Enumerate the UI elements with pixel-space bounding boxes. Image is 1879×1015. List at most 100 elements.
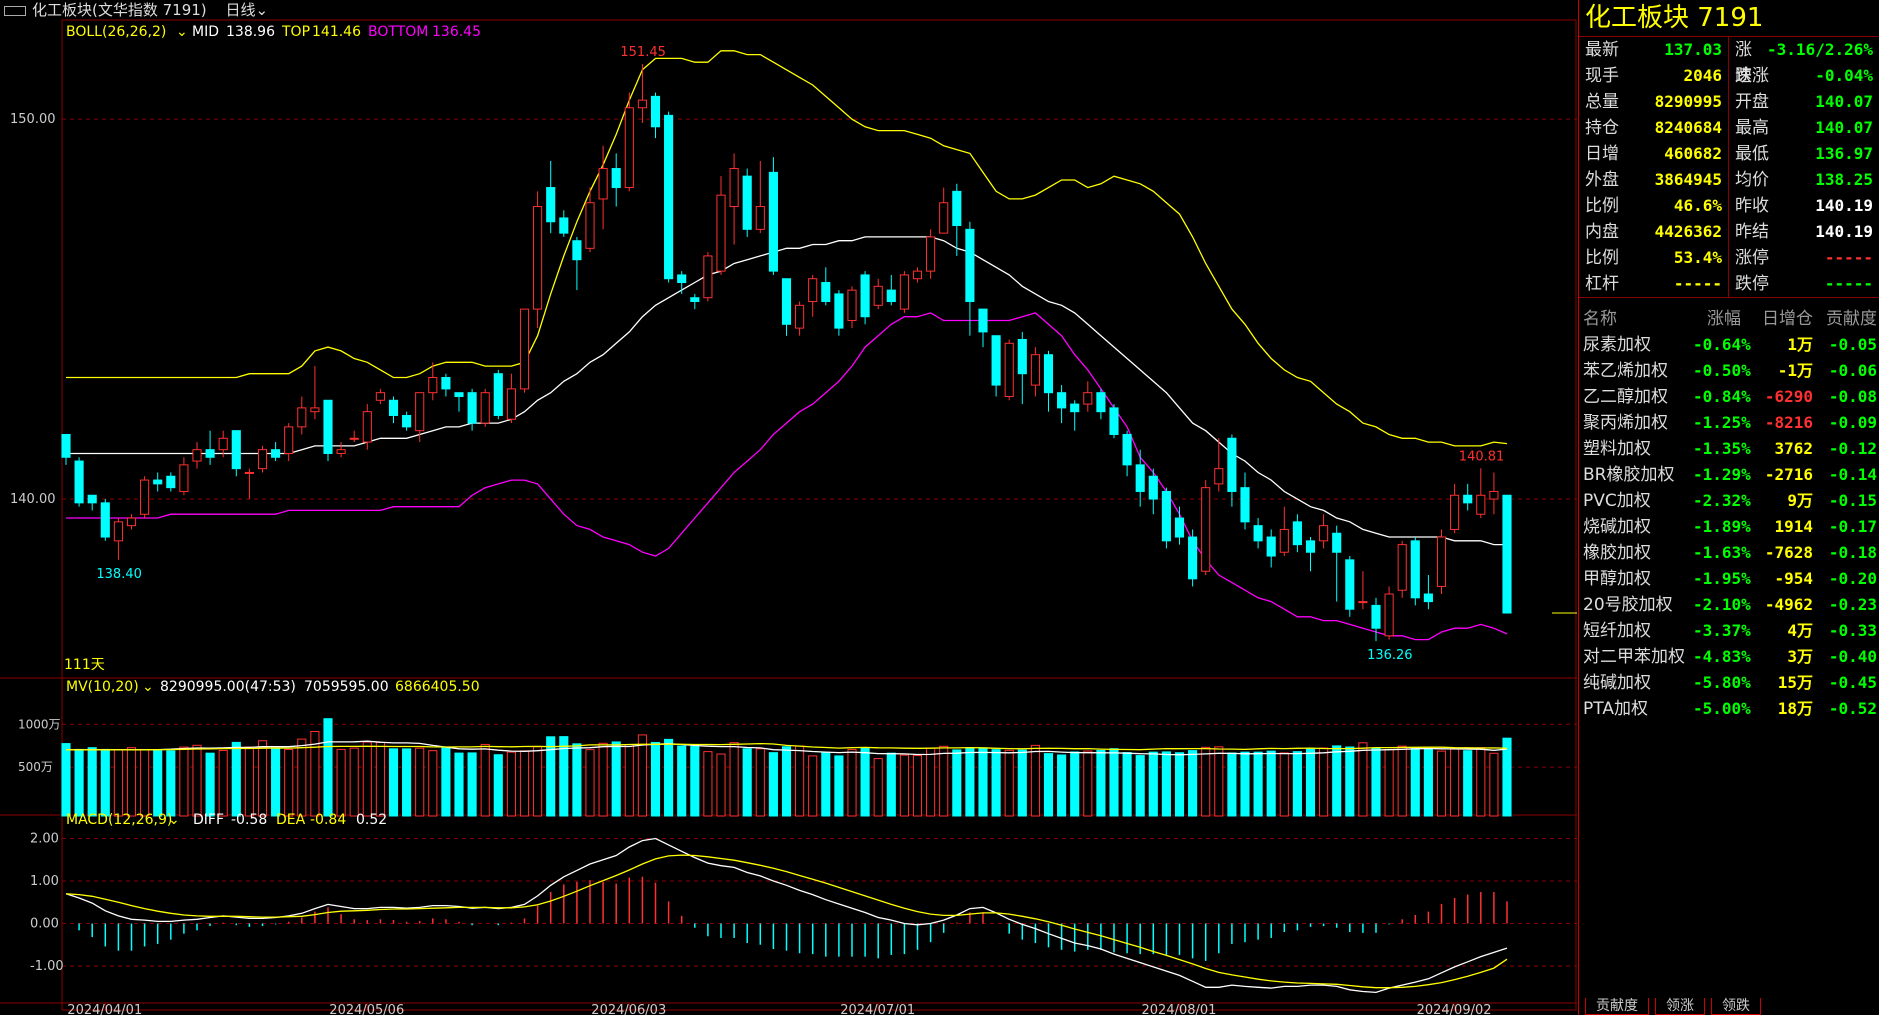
candle-body bbox=[519, 308, 530, 390]
table-row[interactable]: 橡胶加权 -1.63% -7628 -0.18 bbox=[1579, 540, 1879, 566]
candle-body bbox=[1201, 487, 1211, 572]
column-header[interactable]: 名称 bbox=[1583, 309, 1617, 329]
table-row[interactable]: 聚丙烯加权 -1.25% -8216 -0.09 bbox=[1579, 410, 1879, 436]
candle-body bbox=[375, 392, 385, 401]
quote-item: 跌停 ----- bbox=[1729, 271, 1879, 297]
candle-body bbox=[572, 240, 582, 261]
macd-dea-value: -0.84 bbox=[310, 812, 346, 828]
volume-bar bbox=[362, 741, 372, 817]
table-cell: -2.10% bbox=[1693, 595, 1751, 614]
candle-body bbox=[244, 471, 254, 474]
volume-bar bbox=[493, 754, 503, 817]
candle-body bbox=[1135, 464, 1145, 492]
candle-body bbox=[126, 517, 137, 527]
candle-body bbox=[978, 308, 988, 333]
table-row[interactable]: 短纤加权 -3.37% 4万 -0.33 bbox=[1579, 618, 1879, 644]
table-row[interactable]: 甲醇加权 -1.95% -954 -0.20 bbox=[1579, 566, 1879, 592]
period-selector[interactable]: 日线⌄ bbox=[225, 1, 268, 19]
table-row[interactable]: 尿素加权 -0.64% 1万 -0.05 bbox=[1579, 332, 1879, 358]
column-header[interactable]: 日增仓 bbox=[1762, 309, 1813, 329]
quote-value: 140.19 bbox=[1815, 222, 1873, 241]
candle-body bbox=[1057, 392, 1067, 409]
table-cell: -0.05 bbox=[1828, 335, 1877, 354]
tab[interactable]: 领跌 bbox=[1711, 998, 1761, 1015]
table-cell: -0.23 bbox=[1828, 595, 1877, 614]
table-cell: 乙二醇加权 bbox=[1583, 387, 1668, 407]
tab[interactable]: 领涨 bbox=[1655, 998, 1705, 1015]
table-cell: -6290 bbox=[1764, 387, 1813, 406]
table-cell: -2.32% bbox=[1693, 491, 1751, 510]
quote-value: 2046 bbox=[1683, 66, 1722, 85]
table-cell: 甲醇加权 bbox=[1583, 569, 1651, 589]
candle-body bbox=[192, 449, 202, 462]
quote-value: 4426362 bbox=[1654, 222, 1722, 241]
volume-bar bbox=[323, 718, 333, 817]
macd-diff-label: DIFF bbox=[193, 812, 224, 828]
quote-label: 涨停 bbox=[1735, 248, 1769, 268]
quote-item: 昨结 140.19 bbox=[1729, 219, 1879, 245]
table-cell: 对二甲苯加权 bbox=[1583, 647, 1685, 667]
table-row[interactable]: 苯乙烯加权 -0.50% -1万 -0.06 bbox=[1579, 358, 1879, 384]
days-label: 111天 bbox=[64, 657, 105, 673]
volume-bar bbox=[336, 748, 346, 817]
tab[interactable]: 贡献度 bbox=[1585, 998, 1649, 1015]
volume-bar bbox=[467, 752, 477, 817]
volume-bar bbox=[271, 748, 281, 817]
mv10-value: 7059595.00 bbox=[304, 679, 389, 695]
volume-bar bbox=[546, 736, 556, 817]
table-cell: 苯乙烯加权 bbox=[1583, 361, 1668, 381]
volume-bar bbox=[742, 748, 752, 817]
table-cell: -2716 bbox=[1764, 465, 1813, 484]
sector-table-header[interactable]: 名称 涨幅 日增仓 贡献度 bbox=[1579, 306, 1879, 332]
x-tick-label: 2024/05/06 bbox=[329, 1003, 404, 1015]
candle-body bbox=[323, 399, 333, 454]
quote-item: 均价 138.25 bbox=[1729, 167, 1879, 193]
candle-body bbox=[939, 202, 949, 234]
candle-body bbox=[847, 289, 857, 322]
window-icon[interactable] bbox=[4, 5, 26, 16]
volume-bar bbox=[257, 740, 268, 817]
volume-tick-label: 1000万 bbox=[18, 717, 61, 731]
candle-body bbox=[493, 373, 503, 416]
quote-value: 8290995 bbox=[1654, 92, 1722, 111]
table-row[interactable]: 20号胶加权 -2.10% -4962 -0.23 bbox=[1579, 592, 1879, 618]
table-row[interactable]: BR橡胶加权 -1.29% -2716 -0.14 bbox=[1579, 462, 1879, 488]
quote-item: 杠杆 ----- bbox=[1579, 271, 1729, 297]
volume-bar bbox=[1030, 744, 1040, 817]
table-cell: 9万 bbox=[1787, 491, 1813, 510]
table-cell: -1.63% bbox=[1693, 543, 1751, 562]
table-cell: -5.80% bbox=[1693, 673, 1751, 692]
table-row[interactable]: 乙二醇加权 -0.84% -6290 -0.08 bbox=[1579, 384, 1879, 410]
table-row[interactable]: PVC加权 -2.32% 9万 -0.15 bbox=[1579, 488, 1879, 514]
column-header[interactable]: 贡献度 bbox=[1826, 309, 1877, 329]
candle-body bbox=[1096, 392, 1106, 413]
candle-body bbox=[834, 293, 844, 329]
table-cell: 15万 bbox=[1777, 673, 1813, 692]
table-row[interactable]: PTA加权 -5.00% 18万 -0.52 bbox=[1579, 696, 1879, 722]
table-cell: -4962 bbox=[1764, 595, 1813, 614]
column-header[interactable]: 涨幅 bbox=[1707, 309, 1741, 329]
candle-body bbox=[218, 437, 228, 451]
table-row[interactable]: 烧碱加权 -1.89% 1914 -0.17 bbox=[1579, 514, 1879, 540]
quote-value: 137.03 bbox=[1664, 40, 1722, 59]
main-chart[interactable]: 150.00 140.00 1000万 500万 2.00 1.00 0.00 -1.00 20… bbox=[0, 0, 1577, 1015]
price-tick-label: 150.00 bbox=[10, 112, 56, 127]
quote-label: 持仓 bbox=[1585, 118, 1619, 138]
volume-bar bbox=[533, 746, 543, 817]
quote-item: 总量 8290995 bbox=[1579, 89, 1729, 115]
candle-body bbox=[388, 399, 399, 416]
table-cell: 聚丙烯加权 bbox=[1583, 413, 1668, 433]
volume-bar bbox=[965, 747, 975, 817]
quote-label: 日增 bbox=[1585, 144, 1619, 164]
table-cell: -0.15 bbox=[1828, 491, 1877, 510]
table-row[interactable]: 纯碱加权 -5.80% 15万 -0.45 bbox=[1579, 670, 1879, 696]
table-cell: -0.12 bbox=[1828, 439, 1877, 458]
candle-body bbox=[860, 274, 870, 318]
candle-body bbox=[926, 236, 936, 272]
volume-bar bbox=[677, 745, 687, 817]
volume-bar bbox=[1188, 750, 1198, 817]
table-row[interactable]: 对二甲苯加权 -4.83% 3万 -0.40 bbox=[1579, 644, 1879, 670]
title-bar: 化工板块(文华指数 7191) 日线⌄ bbox=[0, 0, 1577, 20]
volume-bar bbox=[1174, 752, 1185, 817]
table-row[interactable]: 塑料加权 -1.35% 3762 -0.12 bbox=[1579, 436, 1879, 462]
